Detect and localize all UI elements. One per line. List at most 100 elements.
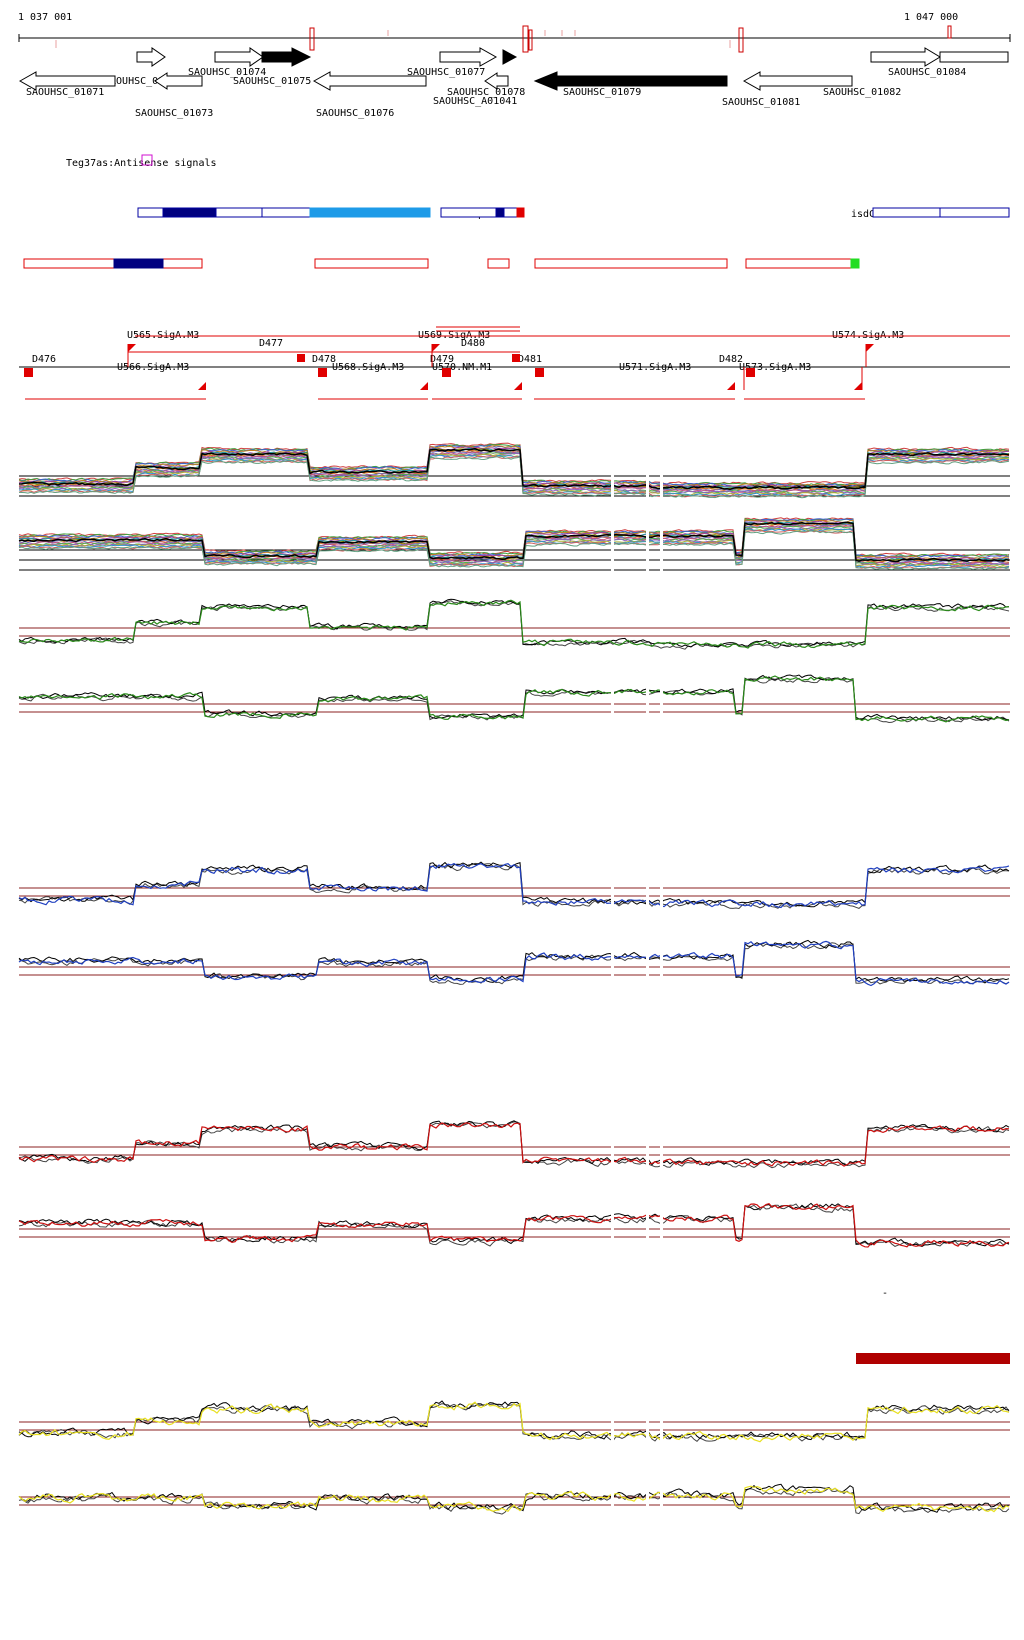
segment-box[interactable] <box>745 258 857 269</box>
gene-label[interactable]: SAOUHSC_01072 <box>104 76 183 87</box>
gene-label[interactable]: SAOUHSC_01075 <box>233 76 312 87</box>
gap <box>611 1370 614 1530</box>
signal-line <box>18 528 1010 569</box>
tss-flag[interactable] <box>198 382 206 390</box>
signal-line <box>18 940 1010 987</box>
segment-box[interactable] <box>440 207 524 218</box>
gene-arrow[interactable] <box>533 71 728 91</box>
gene-label[interactable]: SAOUHSC_01077 <box>407 67 486 78</box>
gene-label[interactable]: SAOUHSC_01081 <box>722 97 801 108</box>
promoter-label[interactable]: D478 <box>312 354 337 365</box>
tss-flag[interactable] <box>866 344 874 352</box>
tss-marker[interactable] <box>512 354 520 362</box>
signal-line <box>18 530 1010 571</box>
gene-arrow[interactable] <box>136 47 166 67</box>
ruler-marker[interactable] <box>309 27 315 51</box>
gap <box>646 465 649 610</box>
signal-line <box>18 1485 1010 1513</box>
gene-arrow[interactable] <box>502 49 518 65</box>
signal-line <box>18 447 1010 491</box>
gene-arrow[interactable] <box>439 47 498 67</box>
signal-line <box>18 862 1010 910</box>
gene-arrow[interactable] <box>742 71 853 91</box>
gap <box>611 1110 614 1270</box>
tss-flag[interactable] <box>432 344 440 352</box>
gap <box>660 1110 663 1270</box>
segment-box[interactable] <box>872 207 1010 218</box>
tss-marker[interactable] <box>24 368 33 377</box>
tss-flag[interactable] <box>420 382 428 390</box>
tss-marker[interactable] <box>746 368 755 377</box>
promoter-label[interactable]: D481 <box>518 354 543 365</box>
tss-marker[interactable] <box>297 354 305 362</box>
gene-label[interactable]: SAOUHSC_01079 <box>563 87 642 98</box>
segment-box[interactable] <box>487 258 510 269</box>
tss-marker[interactable] <box>535 368 544 377</box>
segment-box[interactable] <box>309 207 431 218</box>
signal-line <box>18 677 1010 724</box>
promoter-label[interactable]: D479 <box>430 354 455 365</box>
signal-line <box>18 524 1010 566</box>
segment-box[interactable] <box>23 258 203 269</box>
ruler-marker[interactable] <box>528 29 533 51</box>
segment-track-a <box>137 207 1010 218</box>
gene-label[interactable]: SAOUHSC_01071 <box>26 87 105 98</box>
ruler-marker[interactable] <box>522 25 529 53</box>
promoter-label[interactable]: D480 <box>461 338 486 349</box>
gene-label[interactable]: SAOUHSC_01074 <box>188 67 267 78</box>
gene-label[interactable]: SAOUHSC_01084 <box>888 67 967 78</box>
gene-arrow[interactable] <box>261 47 312 67</box>
gene-arrow[interactable] <box>939 51 1009 63</box>
gene-label[interactable]: SAOUHSC_01082 <box>823 87 902 98</box>
gene-arrow[interactable] <box>18 71 116 91</box>
expression-tracks <box>18 442 1010 1530</box>
gene-label[interactable]: SAOUHSC_01078 <box>447 87 526 98</box>
signal-line <box>18 1122 1010 1167</box>
segment-label[interactable]: isdC <box>851 209 876 220</box>
signal-line <box>18 674 1010 721</box>
segment-box[interactable] <box>534 258 728 269</box>
segment-box[interactable] <box>314 258 429 269</box>
tss-marker[interactable] <box>318 368 327 377</box>
end-coordinate: 1 047 000 <box>904 12 959 23</box>
gene-label[interactable]: SAOUHSC_01076 <box>316 108 395 119</box>
promoter-label[interactable]: D476 <box>32 354 57 365</box>
promoter-label[interactable]: D482 <box>719 354 744 365</box>
gene-arrow[interactable] <box>870 47 941 67</box>
ruler <box>18 25 1011 53</box>
gene-arrow[interactable] <box>312 71 427 91</box>
antisense-label: Teg37as:Antisense signals <box>66 158 217 169</box>
signal-line <box>18 862 1010 909</box>
gene-arrow[interactable] <box>154 72 203 90</box>
start-coordinate: 1 037 001 <box>18 12 73 23</box>
signal-line <box>18 598 1010 648</box>
gene-label[interactable]: SAOUHSC_01073 <box>135 108 214 119</box>
signal-line <box>18 861 1010 908</box>
gap <box>646 1110 649 1270</box>
gene-arrow[interactable] <box>484 72 509 90</box>
gap <box>646 1370 649 1530</box>
tss-flag[interactable] <box>128 344 136 352</box>
tss-flag[interactable] <box>727 382 735 390</box>
signal-line <box>18 521 1010 563</box>
promoter-track <box>19 326 1010 400</box>
antisense-marker[interactable] <box>141 154 153 166</box>
tss-flag[interactable] <box>854 382 862 390</box>
gap <box>660 665 663 730</box>
signal-line <box>18 600 1010 650</box>
legend-bar <box>856 1353 1010 1364</box>
gap <box>611 465 614 610</box>
promoter-label[interactable]: D477 <box>259 338 284 349</box>
signal-line <box>18 1401 1010 1443</box>
gene-label[interactable]: SAOUHSC_A01041 <box>433 96 518 107</box>
gap <box>611 665 614 730</box>
ruler-marker[interactable] <box>738 27 744 53</box>
gap <box>646 665 649 730</box>
ruler-marker[interactable] <box>947 25 952 39</box>
gene-arrow[interactable] <box>214 47 264 67</box>
tss-flag[interactable] <box>514 382 522 390</box>
gap <box>660 850 663 1000</box>
tss-marker[interactable] <box>442 368 451 377</box>
signal-line <box>18 1120 1010 1166</box>
